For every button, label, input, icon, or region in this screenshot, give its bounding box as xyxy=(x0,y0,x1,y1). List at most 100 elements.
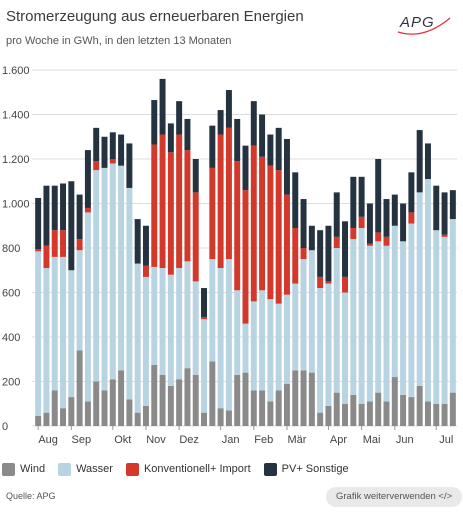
bar-segment-pv[interactable] xyxy=(342,221,349,277)
bar-segment-wind[interactable] xyxy=(151,364,158,426)
bar-segment-wasser[interactable] xyxy=(259,290,266,391)
bar-segment-pv[interactable] xyxy=(416,130,423,193)
bar-segment-wind[interactable] xyxy=(109,379,116,426)
bar-segment-wind[interactable] xyxy=(51,390,58,426)
bar-segment-wind[interactable] xyxy=(93,381,100,427)
bar-segment-wasser[interactable] xyxy=(342,292,349,404)
bar-segment-wasser[interactable] xyxy=(68,270,75,398)
bar-segment-wasser[interactable] xyxy=(366,245,373,402)
bar-segment-konv[interactable] xyxy=(342,276,349,293)
bar-segment-wasser[interactable] xyxy=(35,251,42,416)
bar-segment-wasser[interactable] xyxy=(184,261,191,369)
bar-segment-wind[interactable] xyxy=(176,379,183,426)
bar-segment-konv[interactable] xyxy=(93,161,100,171)
bar-segment-wind[interactable] xyxy=(383,401,390,426)
bar-segment-wind[interactable] xyxy=(325,405,332,426)
bar-segment-wasser[interactable] xyxy=(267,299,274,402)
bar-segment-wind[interactable] xyxy=(84,401,91,426)
bar-segment-konv[interactable] xyxy=(275,170,282,304)
bar-segment-wind[interactable] xyxy=(159,374,166,426)
bar-segment-pv[interactable] xyxy=(325,225,332,282)
bar-segment-wind[interactable] xyxy=(391,377,398,426)
bar-segment-wind[interactable] xyxy=(192,374,199,426)
bar-segment-pv[interactable] xyxy=(317,230,324,277)
bar-segment-wind[interactable] xyxy=(101,390,108,426)
bar-segment-wind[interactable] xyxy=(292,370,299,427)
bar-segment-wasser[interactable] xyxy=(292,283,299,371)
bar-segment-wasser[interactable] xyxy=(416,192,423,386)
bar-segment-wind[interactable] xyxy=(375,392,382,427)
bar-segment-konv[interactable] xyxy=(366,243,373,246)
bar-segment-wasser[interactable] xyxy=(76,250,83,351)
bar-segment-pv[interactable] xyxy=(259,114,266,157)
bar-segment-konv[interactable] xyxy=(217,134,224,269)
bar-segment-wasser[interactable] xyxy=(43,268,50,413)
bar-segment-pv[interactable] xyxy=(209,125,216,168)
bar-segment-wind[interactable] xyxy=(76,350,83,426)
bar-segment-wasser[interactable] xyxy=(192,281,199,375)
bar-segment-konv[interactable] xyxy=(184,150,191,262)
bar-segment-wasser[interactable] xyxy=(201,319,208,413)
bar-segment-wasser[interactable] xyxy=(109,163,116,380)
bar-segment-wasser[interactable] xyxy=(283,294,290,384)
bar-segment-konv[interactable] xyxy=(358,216,365,228)
bar-segment-pv[interactable] xyxy=(250,101,257,146)
bar-segment-konv[interactable] xyxy=(201,316,208,320)
bar-segment-wind[interactable] xyxy=(416,385,423,426)
bar-segment-konv[interactable] xyxy=(192,192,199,282)
bar-segment-wasser[interactable] xyxy=(308,250,315,373)
bar-segment-pv[interactable] xyxy=(101,136,108,168)
legend-item-wasser[interactable]: Wasser xyxy=(58,462,113,476)
bar-segment-konv[interactable] xyxy=(292,227,299,284)
bar-segment-pv[interactable] xyxy=(134,219,141,264)
bar-segment-konv[interactable] xyxy=(300,248,307,260)
bar-segment-pv[interactable] xyxy=(383,199,390,237)
bar-segment-konv[interactable] xyxy=(159,134,166,269)
bar-segment-konv[interactable] xyxy=(383,236,390,246)
bar-segment-pv[interactable] xyxy=(333,192,340,237)
bar-segment-konv[interactable] xyxy=(60,230,67,257)
bar-segment-wasser[interactable] xyxy=(350,239,357,395)
bar-segment-pv[interactable] xyxy=(292,172,299,228)
bar-segment-pv[interactable] xyxy=(176,101,183,135)
bar-segment-wind[interactable] xyxy=(317,412,324,426)
bar-segment-konv[interactable] xyxy=(84,207,91,213)
bar-segment-konv[interactable] xyxy=(333,236,340,249)
bar-segment-wasser[interactable] xyxy=(151,266,158,365)
bar-segment-pv[interactable] xyxy=(358,176,365,217)
bar-segment-wind[interactable] xyxy=(225,410,232,426)
bar-segment-pv[interactable] xyxy=(60,183,67,231)
bar-segment-wasser[interactable] xyxy=(375,241,382,393)
bar-segment-pv[interactable] xyxy=(142,225,149,266)
bar-segment-wasser[interactable] xyxy=(242,323,249,373)
bar-segment-wasser[interactable] xyxy=(159,268,166,375)
bar-segment-wasser[interactable] xyxy=(424,179,431,402)
bar-segment-wind[interactable] xyxy=(350,394,357,426)
bar-segment-wasser[interactable] xyxy=(176,268,183,380)
bar-segment-pv[interactable] xyxy=(375,159,382,233)
bar-segment-pv[interactable] xyxy=(217,110,224,135)
bar-segment-wind[interactable] xyxy=(283,383,290,426)
bar-segment-pv[interactable] xyxy=(441,192,448,235)
bar-segment-pv[interactable] xyxy=(126,143,133,188)
bar-segment-pv[interactable] xyxy=(408,172,415,213)
bar-segment-wasser[interactable] xyxy=(383,245,390,402)
bar-segment-pv[interactable] xyxy=(366,203,373,244)
bar-segment-wasser[interactable] xyxy=(358,227,365,404)
bar-segment-pv[interactable] xyxy=(201,288,208,317)
bar-segment-wasser[interactable] xyxy=(234,290,241,375)
bar-segment-wind[interactable] xyxy=(267,401,274,426)
bar-segment-pv[interactable] xyxy=(43,185,50,246)
bar-segment-konv[interactable] xyxy=(350,227,357,240)
bar-segment-wasser[interactable] xyxy=(118,165,125,371)
bar-segment-pv[interactable] xyxy=(267,134,274,166)
bar-segment-pv[interactable] xyxy=(167,123,174,153)
bar-segment-wasser[interactable] xyxy=(126,187,133,400)
legend-item-konventionell[interactable]: Konventionell+ Import xyxy=(125,462,251,476)
bar-segment-pv[interactable] xyxy=(151,100,158,145)
bar-segment-wind[interactable] xyxy=(300,370,307,427)
bar-segment-wasser[interactable] xyxy=(60,256,67,409)
bar-segment-wasser[interactable] xyxy=(300,259,307,371)
bar-segment-wind[interactable] xyxy=(142,405,149,426)
bar-segment-wind[interactable] xyxy=(242,372,249,426)
